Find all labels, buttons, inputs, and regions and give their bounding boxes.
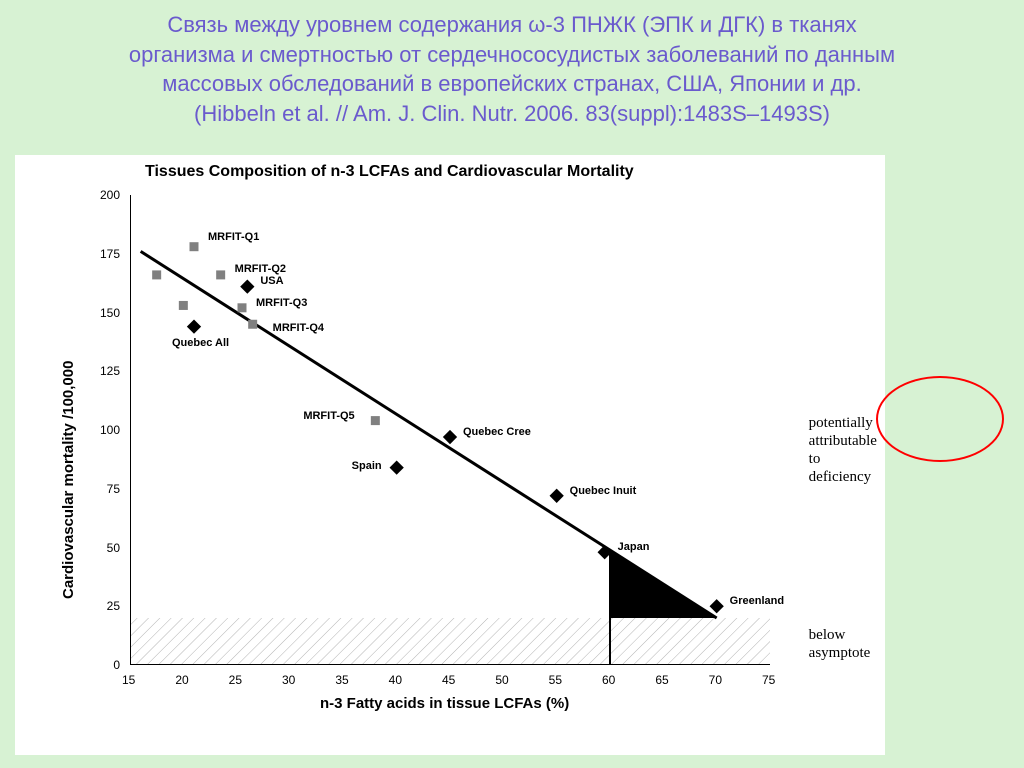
data-point-label: MRFIT-Q1 [208,231,259,243]
data-point-label: Quebec Cree [463,426,531,438]
y-tick-label: 175 [90,247,120,261]
y-tick-label: 200 [90,188,120,202]
y-tick-label: 25 [90,599,120,613]
data-point-label: MRFIT-Q2 [235,263,286,275]
x-tick-label: 65 [655,673,668,687]
slide: Связь между уровнем содержания ω-3 ПНЖК … [0,0,1024,768]
y-tick-label: 50 [90,541,120,555]
data-point-label: Spain [352,460,382,472]
chart-card: Tissues Composition of n-3 LCFAs and Car… [15,155,885,755]
data-point-label: Quebec All [172,337,229,349]
y-tick-label: 0 [90,658,120,672]
x-axis-label: n-3 Fatty acids in tissue LCFAs (%) [320,695,569,712]
title-line-4: (Hibbeln et al. // Am. J. Clin. Nutr. 20… [18,99,1006,129]
plot-area: 1520253035404550556065707502550751001251… [130,195,770,665]
chart-title: Tissues Composition of n-3 LCFAs and Car… [145,163,634,181]
title-line-1: Связь между уровнем содержания ω-3 ПНЖК … [18,10,1006,40]
slide-title: Связь между уровнем содержания ω-3 ПНЖК … [18,10,1006,129]
x-tick-label: 75 [762,673,775,687]
y-axis-label: Cardiovascular mortality /100,000 [60,361,77,599]
x-tick-label: 15 [122,673,135,687]
data-point-label: Greenland [730,595,784,607]
title-line-3: массовых обследований в европейских стра… [18,69,1006,99]
x-tick-label: 35 [335,673,348,687]
data-point-label: Japan [618,541,650,553]
data-point-label: Quebec Inuit [570,485,637,497]
y-tick-label: 125 [90,364,120,378]
x-tick-label: 20 [175,673,188,687]
x-tick-label: 45 [442,673,455,687]
x-tick-label: 60 [602,673,615,687]
x-tick-label: 25 [229,673,242,687]
data-point-label: MRFIT-Q3 [256,297,307,309]
y-tick-label: 150 [90,306,120,320]
title-line-2: организма и смертностью от сердечнососуд… [18,40,1006,70]
y-tick-label: 100 [90,423,120,437]
brace-label: belowasymptote [809,626,871,662]
y-tick-label: 75 [90,482,120,496]
data-point-label: USA [260,275,283,287]
x-tick-label: 50 [495,673,508,687]
x-tick-label: 40 [389,673,402,687]
plot-svg [130,195,770,665]
x-tick-label: 30 [282,673,295,687]
x-tick-label: 70 [709,673,722,687]
data-point-label: MRFIT-Q5 [303,410,354,422]
brace-label: potentiallyattributableto deficiency [809,414,877,486]
highlight-ellipse [876,376,1004,462]
data-point-label: MRFIT-Q4 [273,322,324,334]
x-tick-label: 55 [549,673,562,687]
